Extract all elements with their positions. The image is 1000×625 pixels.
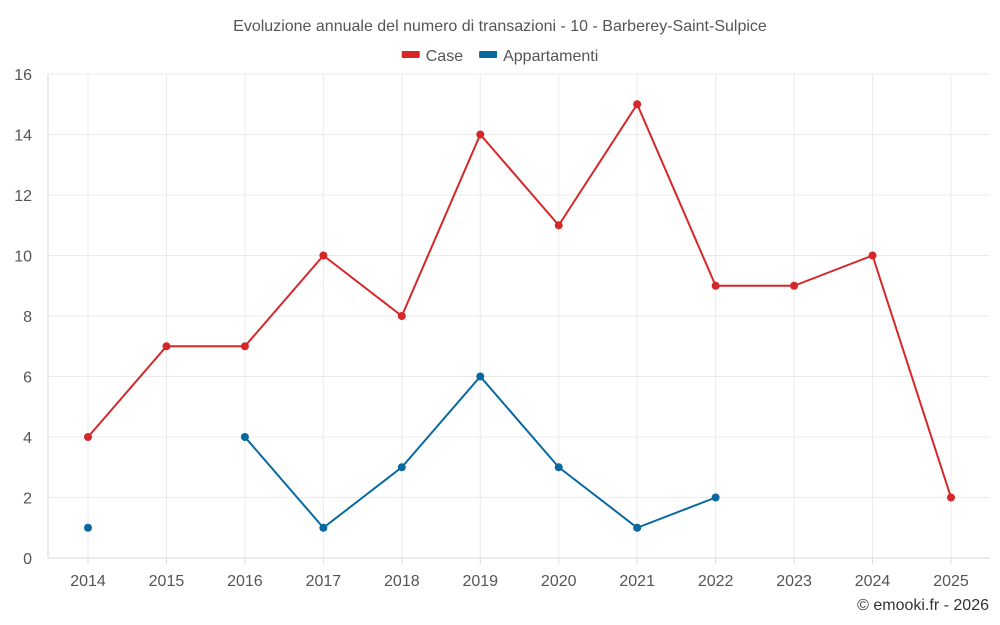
x-tick-label: 2024: [855, 573, 891, 590]
series-appartamenti: [84, 372, 720, 532]
series-line-segment: [479, 133, 560, 227]
y-tick-label: 16: [14, 67, 32, 84]
series-line-segment: [400, 375, 482, 469]
gridlines: [48, 73, 990, 558]
y-tick-label: 14: [14, 128, 32, 145]
x-tick-label: 2022: [698, 573, 734, 590]
x-tick-label: 2018: [384, 573, 420, 590]
data-point[interactable]: [633, 100, 642, 109]
series-line-segment: [87, 345, 168, 438]
data-point[interactable]: [947, 493, 955, 502]
y-tick-label: 10: [14, 249, 32, 266]
data-point[interactable]: [397, 463, 406, 472]
legend-swatch: [401, 51, 420, 58]
y-tick-label: 8: [23, 309, 32, 326]
series-line-segment: [243, 436, 325, 529]
series-line-segment: [636, 103, 717, 287]
data-point[interactable]: [868, 251, 877, 260]
data-point[interactable]: [84, 523, 92, 532]
y-tick-label: 0: [23, 551, 32, 568]
x-tick-label: 2017: [306, 573, 342, 590]
data-point[interactable]: [162, 342, 171, 351]
legend-swatch: [479, 51, 498, 58]
legend-label[interactable]: Case: [426, 48, 463, 65]
data-point[interactable]: [240, 342, 249, 351]
x-tick-label: 2015: [149, 573, 185, 590]
x-tick-label: 2014: [70, 573, 106, 590]
data-point[interactable]: [319, 251, 328, 260]
data-point[interactable]: [476, 372, 485, 381]
y-tick-label: 12: [14, 188, 32, 205]
series-line-segment: [636, 496, 717, 529]
data-point[interactable]: [711, 493, 720, 502]
data-point[interactable]: [397, 312, 406, 320]
series-line-segment: [322, 254, 403, 317]
series-line-segment: [322, 466, 403, 529]
x-tick-label: 2019: [462, 573, 498, 590]
series-line-segment: [479, 375, 560, 469]
data-point[interactable]: [84, 433, 92, 441]
legend: Case Appartamenti: [401, 48, 598, 65]
y-tick-label: 4: [23, 430, 32, 447]
x-tick-label: 2016: [227, 573, 263, 590]
series-case: [84, 100, 955, 502]
data-point[interactable]: [240, 433, 249, 441]
data-point[interactable]: [554, 463, 563, 472]
credit-text: © emooki.fr - 2026: [857, 597, 989, 614]
x-tick-label: 2025: [933, 573, 969, 590]
data-point[interactable]: [476, 130, 485, 139]
series-line-segment: [400, 133, 482, 317]
x-tick-label: 2020: [541, 573, 577, 590]
series-line-segment: [557, 466, 639, 529]
data-point[interactable]: [319, 523, 328, 532]
chart-title: Evoluzione annuale del numero di transaz…: [233, 18, 767, 35]
y-tick-label: 6: [23, 370, 32, 387]
data-point[interactable]: [554, 221, 563, 230]
legend-label[interactable]: Appartamenti: [503, 48, 598, 65]
y-tick-label: 2: [23, 491, 32, 508]
series-line-segment: [871, 254, 952, 499]
x-tick-label: 2021: [619, 573, 655, 590]
axes: 0 2 4 6 8 10 12 14 16 2014 2015 2016 2017 2018 2019 202…: [14, 67, 990, 590]
series-line-segment: [793, 254, 874, 287]
x-tick-label: 2023: [776, 573, 812, 590]
series-line-segment: [243, 254, 325, 348]
data-point[interactable]: [790, 281, 799, 290]
data-point[interactable]: [711, 281, 720, 290]
series-line-segment: [557, 103, 639, 227]
data-point[interactable]: [633, 523, 642, 532]
series-layer: [84, 100, 955, 532]
